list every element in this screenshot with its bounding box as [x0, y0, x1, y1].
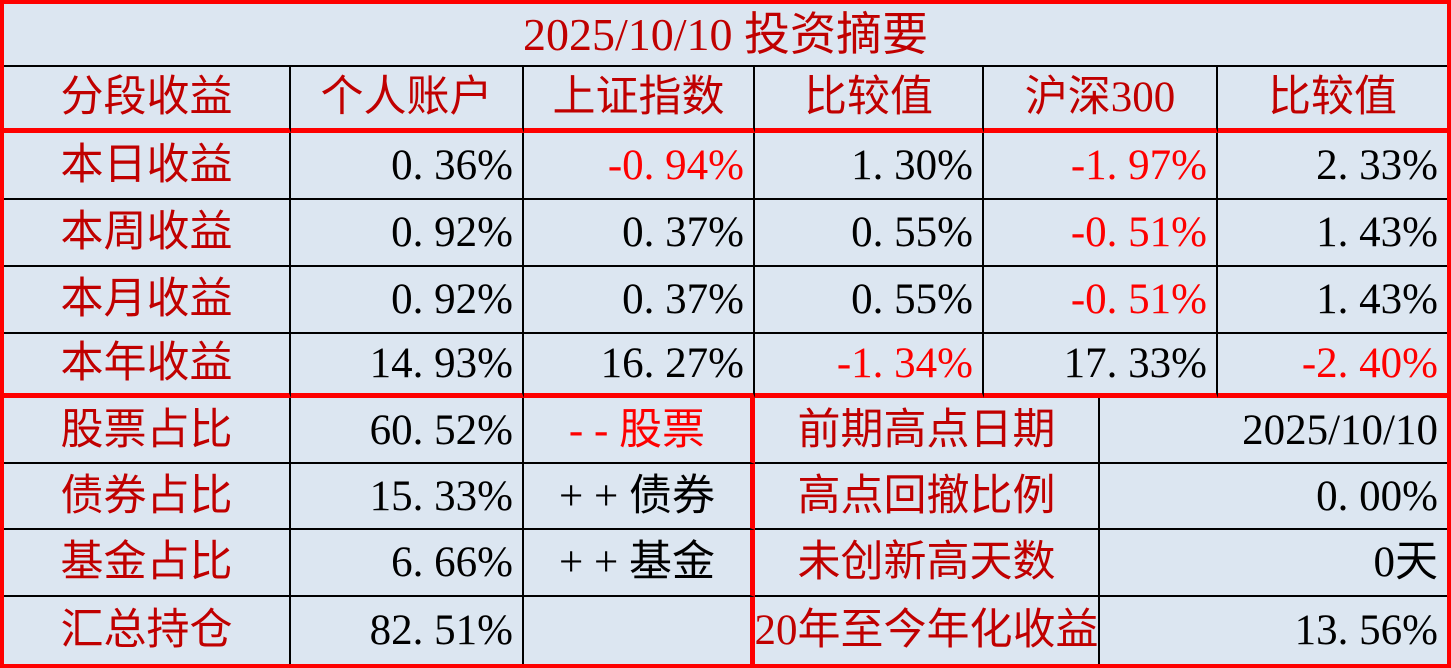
note-cell-empty: [524, 597, 755, 664]
row-label-weekly-return: 本周收益: [4, 200, 291, 267]
value-cell: 0. 37%: [524, 200, 755, 267]
value-cell: 6. 66%: [291, 530, 524, 597]
row-label-fund-allocation: 基金占比: [4, 530, 291, 597]
value-cell: 1. 30%: [755, 133, 984, 200]
row-label-monthly-return: 本月收益: [4, 267, 291, 334]
stat-label-days-no-new-high: 未创新高天数: [755, 530, 1100, 597]
value-cell: 17. 33%: [984, 334, 1218, 398]
col-header-compare-2: 比较值: [1218, 67, 1447, 133]
col-header-segment: 分段收益: [4, 67, 291, 133]
value-cell: 82. 51%: [291, 597, 524, 664]
note-cell-stock: - - 股票: [524, 398, 755, 464]
note-cell-bond: + + 债券: [524, 464, 755, 530]
value-cell: 1. 43%: [1218, 267, 1447, 334]
value-cell: -1. 97%: [984, 133, 1218, 200]
value-cell: 1. 43%: [1218, 200, 1447, 267]
value-cell: -2. 40%: [1218, 334, 1447, 398]
table-title: 2025/10/10 投资摘要: [4, 4, 1447, 67]
value-cell: 15. 33%: [291, 464, 524, 530]
col-header-personal-account: 个人账户: [291, 67, 524, 133]
note-cell-fund: + + 基金: [524, 530, 755, 597]
col-header-csi300: 沪深300: [984, 67, 1218, 133]
value-cell: 16. 27%: [524, 334, 755, 398]
value-cell: 0. 92%: [291, 200, 524, 267]
value-cell: -0. 94%: [524, 133, 755, 200]
col-header-sse-index: 上证指数: [524, 67, 755, 133]
value-cell: 0. 55%: [755, 267, 984, 334]
value-cell: 14. 93%: [291, 334, 524, 398]
stat-value-cell: 0天: [1100, 530, 1447, 597]
stat-value-cell: 2025/10/10: [1100, 398, 1447, 464]
value-cell: 0. 92%: [291, 267, 524, 334]
value-cell: 2. 33%: [1218, 133, 1447, 200]
stat-value-cell: 13. 56%: [1294, 607, 1438, 654]
value-cell: -0. 51%: [984, 200, 1218, 267]
value-cell: 0. 36%: [291, 133, 524, 200]
value-cell: 60. 52%: [291, 398, 524, 464]
value-cell: -1. 34%: [755, 334, 984, 398]
stat-value-cell: 0. 00%: [1100, 464, 1447, 530]
row-label-total-position: 汇总持仓: [4, 597, 291, 664]
value-cell: 0. 55%: [755, 200, 984, 267]
stat-label-prior-high-date: 前期高点日期: [755, 398, 1100, 464]
value-cell: 0. 37%: [524, 267, 755, 334]
value-cell: -0. 51%: [984, 267, 1218, 334]
row-label-daily-return: 本日收益: [4, 133, 291, 200]
row-label-yearly-return: 本年收益: [4, 334, 291, 398]
stat-label-annualized-return: 20年至今年化收益: [755, 597, 1100, 664]
row-label-bond-allocation: 债券占比: [4, 464, 291, 530]
row-label-stock-allocation: 股票占比: [4, 398, 291, 464]
stat-label-drawdown-ratio: 高点回撤比例: [755, 464, 1100, 530]
col-header-compare-1: 比较值: [755, 67, 984, 133]
